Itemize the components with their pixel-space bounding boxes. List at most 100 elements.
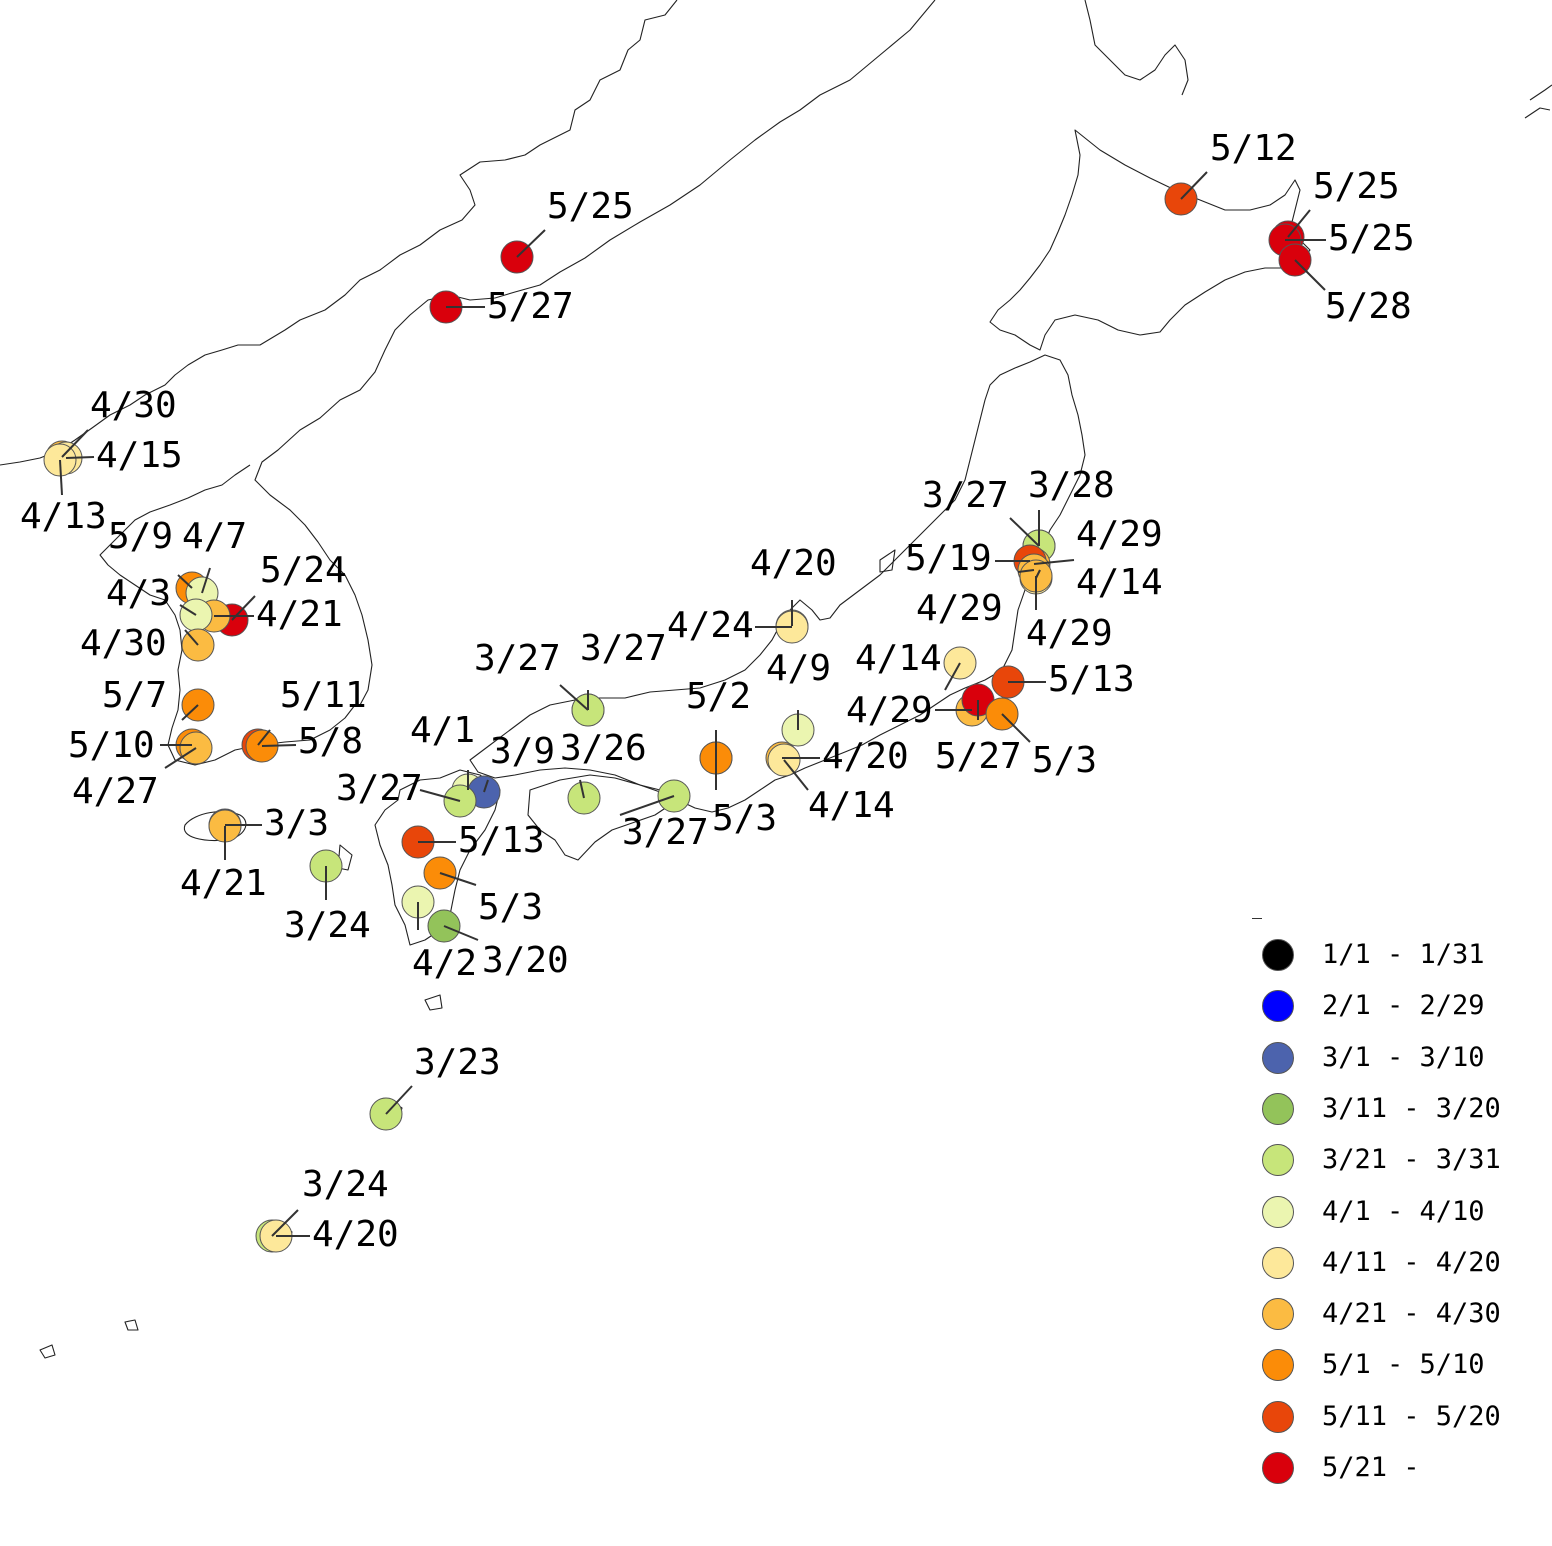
- legend-label: 2/1 - 2/29: [1322, 990, 1485, 1022]
- legend-label: 1/1 - 1/31: [1322, 939, 1485, 970]
- date-label-p-4-29-tohoku-c: 4/29: [1026, 613, 1113, 654]
- legend-label: 4/21 - 4/30: [1322, 1298, 1501, 1330]
- leader-line-p-3-24-okinawa: [271, 1209, 299, 1237]
- date-label-p-5-7-korea: 5/7: [102, 675, 167, 716]
- date-label-p-4-1-kyushu: 4/1: [410, 710, 475, 751]
- legend-swatch: [1262, 1400, 1294, 1433]
- leader-line-p-5-9-korea: [177, 574, 193, 589]
- date-label-p-3-27-sanin-b: 3/27: [580, 628, 667, 669]
- date-label-p-4-29-kanto: 4/29: [846, 690, 933, 731]
- date-label-p-3-23-amami: 3/23: [414, 1042, 501, 1083]
- date-label-p-4-20-okinawa: 4/20: [312, 1214, 399, 1255]
- date-markers: [43, 182, 1312, 1253]
- date-label-p-5-25-nemuro-a: 5/25: [1313, 166, 1400, 207]
- leader-line-p-3-9-kyushu: [483, 779, 489, 793]
- leader-line-p-4-14-chubu: [783, 759, 809, 791]
- date-label-p-4-30-china: 4/30: [90, 385, 177, 426]
- legend-label: 5/1 - 5/10: [1322, 1349, 1485, 1381]
- date-label-p-5-25-nemuro-b: 5/25: [1328, 218, 1415, 259]
- legend-swatch: [1262, 1092, 1294, 1125]
- leader-line-p-5-8-korea: [261, 744, 297, 747]
- leader-line-p-3-27-kyushu: [419, 789, 461, 802]
- date-label-p-3-20-kyushu: 3/20: [482, 940, 569, 981]
- leader-line-p-5-11-korea: [257, 729, 271, 746]
- leader-line-p-5-3-kyushu: [439, 872, 477, 886]
- legend-item: 4/1 - 4/10: [1258, 1192, 1538, 1232]
- date-label-p-3-24-okinawa: 3/24: [302, 1164, 389, 1205]
- leader-line-p-3-26-shikoku: [579, 779, 585, 799]
- date-label-p-5-28-nemuro: 5/28: [1325, 286, 1412, 327]
- leader-line-p-5-3-kanto: [1001, 713, 1031, 743]
- legend-item: 4/21 - 4/30: [1258, 1294, 1538, 1334]
- date-label-p-4-14-tohoku: 4/14: [1076, 562, 1163, 603]
- leader-line-p-3-20-kyushu: [443, 925, 479, 941]
- leader-line-p-4-30-korea: [184, 629, 199, 646]
- legend-item: 2/1 - 2/29: [1258, 986, 1538, 1026]
- leader-line-p-4-15-china: [65, 456, 95, 459]
- date-label-p-4-30-korea: 4/30: [80, 623, 167, 664]
- date-label-p-5-27-kanto: 5/27: [935, 736, 1022, 777]
- date-label-p-4-27-korea: 4/27: [72, 771, 159, 812]
- date-label-p-5-3-kyushu: 5/3: [478, 887, 543, 928]
- legend-tick-mark: [1252, 918, 1262, 919]
- date-label-p-4-14-kanto: 4/14: [855, 638, 942, 679]
- date-label-p-4-29-tohoku-b: 4/29: [916, 588, 1003, 629]
- legend-label: 5/11 - 5/20: [1322, 1400, 1501, 1432]
- leader-line-p-3-27-sanin-a: [559, 684, 589, 711]
- legend-item: 1/1 - 1/31: [1258, 935, 1538, 975]
- leader-line-p-4-29-tohoku-a: [1033, 559, 1075, 565]
- legend-item: 5/11 - 5/20: [1258, 1397, 1538, 1437]
- leader-line-p-3-23-amami: [385, 1085, 413, 1115]
- leader-line-p-4-14-kanto: [944, 662, 961, 691]
- legend-swatch: [1262, 939, 1294, 971]
- leader-line-p-4-7-korea: [201, 567, 211, 594]
- date-label-p-3-27-shikoku: 3/27: [622, 812, 709, 853]
- date-label-p-5-10-korea: 5/10: [68, 725, 155, 766]
- date-label-p-4-15-china: 4/15: [96, 435, 183, 476]
- legend-swatch: [1262, 990, 1294, 1023]
- date-labels: 5/255/275/125/255/255/284/304/154/13 5/9 4…: [20, 128, 1415, 1255]
- leader-line-p-4-30-china: [61, 429, 89, 458]
- legend-swatch: [1262, 1246, 1294, 1279]
- date-label-p-4-9-chubu: 4/9: [766, 648, 831, 689]
- legend-swatch: [1262, 1349, 1294, 1382]
- legend-swatch: [1262, 1298, 1294, 1331]
- date-label-p-4-20-noto: 4/20: [750, 543, 837, 584]
- legend-item: 5/21 -: [1258, 1448, 1538, 1488]
- date-label-p-5-9-korea: 5/9: [108, 516, 173, 557]
- date-label-p-5-13-kyushu: 5/13: [458, 820, 545, 861]
- legend-label: 3/11 - 3/20: [1322, 1092, 1501, 1124]
- date-label-p-4-13-china: 4/13: [20, 496, 107, 537]
- legend-swatch: [1262, 1195, 1294, 1228]
- legend-label: 3/21 - 3/31: [1322, 1144, 1501, 1176]
- date-label-p-3-27-sanin-a: 3/27: [474, 638, 561, 679]
- date-label-p-5-19-tohoku: 5/19: [905, 538, 992, 579]
- date-label-p-5-13-kanto: 5/13: [1048, 659, 1135, 700]
- leader-line-p-4-29-tohoku-b: [1017, 569, 1035, 573]
- date-label-p-4-20-chubu: 4/20: [822, 736, 909, 777]
- date-label-p-3-24-goto: 3/24: [284, 905, 371, 946]
- legend-label: 4/11 - 4/20: [1322, 1246, 1501, 1278]
- date-label-p-3-27-kyushu: 3/27: [336, 768, 423, 809]
- legend-label: 3/1 - 3/10: [1322, 1041, 1485, 1073]
- legend-item: 3/1 - 3/10: [1258, 1038, 1538, 1078]
- date-label-p-3-27-tohoku: 3/27: [922, 475, 1009, 516]
- leader-line-p-5-25-primorye: [516, 229, 546, 258]
- date-label-p-3-9-kyushu: 3/9: [490, 731, 555, 772]
- leader-line-p-4-27-korea: [164, 747, 197, 769]
- date-label-p-5-3-kinki: 5/3: [712, 798, 777, 839]
- date-label-p-5-11-korea: 5/11: [280, 675, 367, 716]
- date-label-p-3-3-jeju: 3/3: [264, 803, 329, 844]
- leader-line-p-5-25-nemuro-a: [1287, 209, 1311, 238]
- date-label-p-5-24-korea: 5/24: [260, 550, 347, 591]
- legend-item: 5/1 - 5/10: [1258, 1345, 1538, 1385]
- date-label-p-3-26-shikoku: 3/26: [560, 728, 647, 769]
- leader-line-p-3-27-shikoku: [619, 795, 675, 816]
- leader-line-p-5-7-korea: [181, 704, 199, 721]
- date-label-p-5-8-korea: 5/8: [298, 721, 363, 762]
- legend-label: 4/1 - 4/10: [1322, 1195, 1485, 1227]
- date-label-p-4-21-korea: 4/21: [256, 594, 343, 635]
- leader-lines: [59, 171, 1326, 1237]
- date-label-p-5-25-primorye: 5/25: [547, 186, 634, 227]
